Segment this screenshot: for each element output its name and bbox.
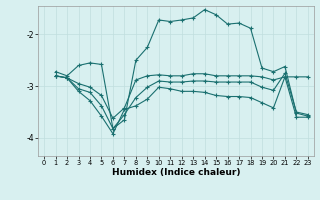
X-axis label: Humidex (Indice chaleur): Humidex (Indice chaleur)	[112, 168, 240, 177]
